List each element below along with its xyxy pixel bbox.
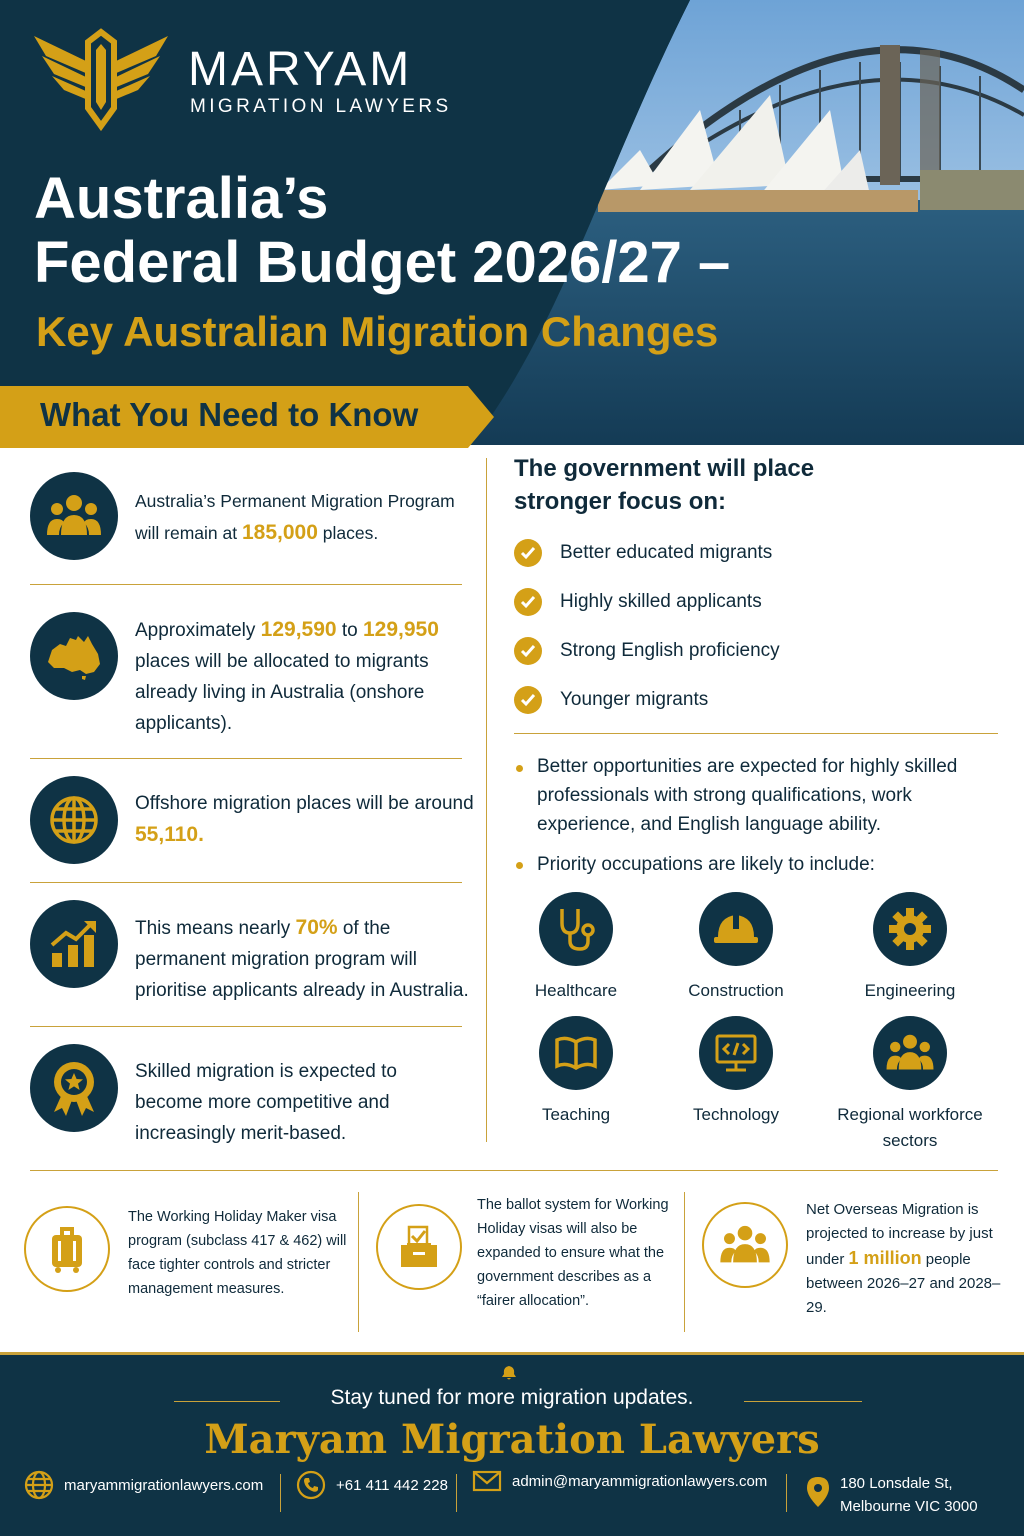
- highlight-value: 129,950: [363, 618, 439, 641]
- check-icon: [514, 637, 542, 665]
- page-title-line1: Australia’s: [34, 166, 329, 231]
- highlight-value: 70%: [295, 916, 338, 939]
- award-badge-icon: [30, 1044, 118, 1132]
- bell-icon: [500, 1364, 518, 1382]
- divider: [30, 1026, 462, 1027]
- email-label: admin@maryammigrationlawyers.com: [512, 1472, 768, 1490]
- focus-item: Strong English proficiency: [514, 637, 780, 665]
- occupation-healthcare: Healthcare: [496, 892, 656, 1004]
- divider: [280, 1474, 281, 1512]
- bottom-item-1-text: The Working Holiday Maker visa program (…: [128, 1209, 347, 1297]
- highlight-value: 55,110.: [135, 823, 204, 846]
- highlight-value: 185,000: [241, 521, 318, 544]
- australia-map-icon: [30, 612, 118, 700]
- occupation-technology: Technology: [656, 1016, 816, 1128]
- footer: [0, 1352, 1024, 1536]
- globe-icon: [24, 1470, 54, 1500]
- divider: [30, 1170, 998, 1171]
- website-label: maryammigrationlawyers.com: [64, 1476, 264, 1494]
- focus-item-label: Younger migrants: [560, 689, 709, 710]
- occupation-label: Construction: [688, 981, 784, 1000]
- left-item-1-text: Australia’s Permanent Migration Program …: [135, 491, 455, 544]
- map-pin-icon: [806, 1476, 830, 1508]
- occupation-label: Technology: [692, 1105, 779, 1124]
- occupation-regional: Regional workforce sectors: [830, 1016, 990, 1154]
- footer-tagline: Stay tuned for more migration updates.: [330, 1386, 694, 1409]
- header: [0, 0, 1024, 445]
- email-link[interactable]: admin@maryammigrationlawyers.com: [472, 1470, 767, 1492]
- footer-rule-left: [174, 1401, 280, 1402]
- sydney-harbour-photo: [470, 0, 1024, 445]
- gear-icon: [873, 892, 947, 966]
- phone-link[interactable]: +61 411 442 228: [296, 1470, 448, 1500]
- page-subtitle: Key Australian Migration Changes: [36, 308, 719, 355]
- divider: [456, 1474, 457, 1512]
- bottom-item-2-text: The ballot system for Working Holiday vi…: [477, 1197, 669, 1309]
- highlight-value: 129,590: [260, 618, 337, 641]
- address-line1: 180 Lonsdale St,: [840, 1475, 953, 1492]
- header-dark-panel: [0, 0, 690, 445]
- divider: [358, 1192, 359, 1332]
- left-item-4-text: This means nearly 70% of the permanent m…: [135, 916, 469, 1001]
- focus-title: The government will place stronger focus…: [514, 455, 815, 515]
- people-icon: [30, 472, 118, 560]
- globe-icon: [30, 776, 118, 864]
- left-item-2-text: Approximately 129,590 to 129,950 places …: [135, 618, 439, 734]
- divider: [786, 1474, 787, 1512]
- focus-item-label: Strong English proficiency: [560, 640, 780, 661]
- section-banner-label: What You Need to Know: [40, 396, 419, 433]
- address-block: 180 Lonsdale St, Melbourne VIC 3000: [806, 1472, 978, 1518]
- page-title-line2: Federal Budget 2026/27 –: [34, 230, 731, 295]
- occupation-label: Teaching: [541, 1105, 611, 1124]
- occupation-construction: Construction: [656, 892, 816, 1004]
- computer-code-icon: [699, 1016, 773, 1090]
- focus-item: Younger migrants: [514, 686, 708, 714]
- phone-icon: [296, 1470, 326, 1500]
- mail-icon: [472, 1470, 502, 1492]
- focus-item-label: Better educated migrants: [560, 542, 773, 563]
- divider: [684, 1192, 685, 1332]
- left-item-5-text: Skilled migration is expected to become …: [135, 1061, 397, 1144]
- people-icon: [702, 1202, 788, 1288]
- highlight-value: 1 million: [848, 1248, 922, 1268]
- occupation-teaching: Teaching: [496, 1016, 656, 1128]
- occupation-engineering: Engineering: [830, 892, 990, 1004]
- group-icon: [873, 1016, 947, 1090]
- left-item-3-text: Offshore migration places will be around…: [135, 793, 474, 846]
- bullet-text: Priority occupations are likely to inclu…: [537, 854, 875, 875]
- footer-rule-right: [744, 1401, 862, 1402]
- check-icon: [514, 686, 542, 714]
- divider: [30, 882, 462, 883]
- divider: [514, 733, 998, 734]
- bullet-dot: [516, 765, 523, 772]
- column-divider: [486, 458, 487, 1142]
- luggage-icon: [24, 1206, 110, 1292]
- occupation-label: Healthcare: [534, 981, 618, 1000]
- bullet-text: Better opportunities are expected for hi…: [537, 756, 958, 835]
- book-icon: [539, 1016, 613, 1090]
- focus-item-label: Highly skilled applicants: [560, 591, 762, 612]
- divider: [30, 758, 462, 759]
- ballot-box-icon: [376, 1204, 462, 1290]
- phone-label: +61 411 442 228: [336, 1476, 448, 1494]
- footer-brand: Maryam Migration Lawyers: [204, 1416, 820, 1463]
- occupation-label: Regional workforce sectors: [837, 1105, 983, 1150]
- section-banner: [0, 386, 494, 448]
- check-icon: [514, 588, 542, 616]
- focus-item: Highly skilled applicants: [514, 588, 762, 616]
- brand-subtitle: MIGRATION LAWYERS: [190, 96, 452, 117]
- growth-chart-icon: [30, 900, 118, 988]
- hard-hat-icon: [699, 892, 773, 966]
- brand-name: MARYAM: [188, 43, 413, 96]
- divider: [30, 584, 462, 585]
- logo-wings-icon: [34, 28, 168, 132]
- stethoscope-icon: [539, 892, 613, 966]
- bottom-item-3-text: Net Overseas Migration is projected to i…: [806, 1201, 1001, 1316]
- bullet-dot: [516, 862, 523, 869]
- address-line2: Melbourne VIC 3000: [840, 1498, 978, 1515]
- check-icon: [514, 539, 542, 567]
- website-link[interactable]: maryammigrationlawyers.com: [24, 1470, 263, 1500]
- occupation-label: Engineering: [864, 981, 956, 1000]
- focus-item: Better educated migrants: [514, 539, 772, 567]
